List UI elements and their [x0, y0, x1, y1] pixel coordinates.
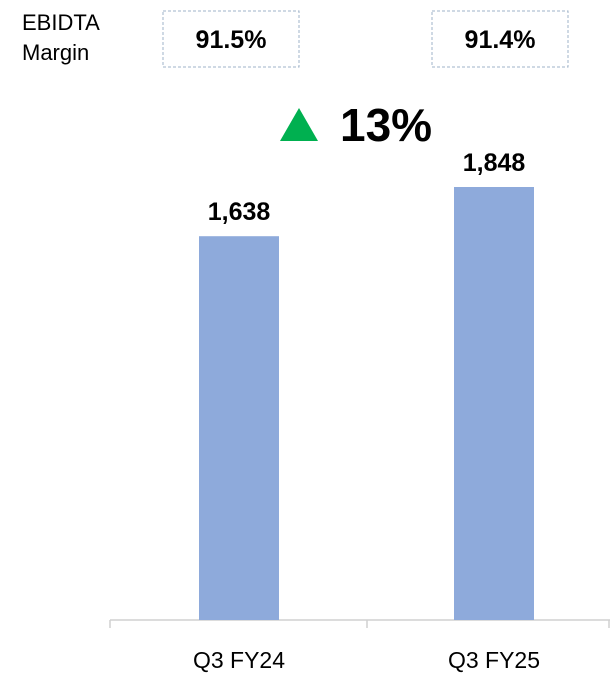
margin-value: 91.4% — [465, 26, 536, 54]
margin-box — [162, 10, 300, 68]
x-tick-label: Q3 FY25 — [448, 647, 540, 673]
margin-box — [431, 10, 569, 68]
x-tick-label: Q3 FY24 — [193, 647, 285, 673]
margin-title: EBIDTA Margin — [22, 10, 99, 65]
growth-arrow — [280, 108, 318, 141]
growth-label: 13% — [340, 99, 432, 151]
margin-value: 91.5% — [196, 26, 267, 54]
value-label: 1,848 — [463, 149, 526, 177]
bar — [454, 187, 534, 620]
bar — [199, 236, 279, 621]
value-label: 1,638 — [208, 198, 271, 226]
